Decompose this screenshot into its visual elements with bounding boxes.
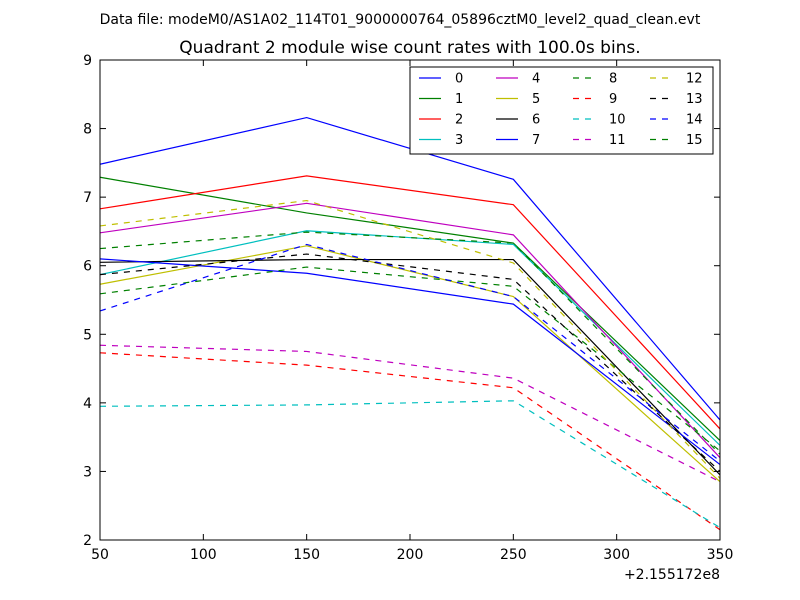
y-tick-label-8: 8 bbox=[83, 122, 92, 138]
y-tick-label-7: 7 bbox=[83, 190, 92, 206]
series-line-12 bbox=[99, 199, 721, 479]
legend-label-0: 0 bbox=[455, 72, 463, 87]
series-line-3 bbox=[99, 230, 721, 446]
legend-label-4: 4 bbox=[532, 72, 540, 87]
y-tick-label-5: 5 bbox=[83, 327, 92, 343]
legend-label-3: 3 bbox=[455, 133, 463, 148]
series-line-5 bbox=[99, 245, 721, 483]
x-tick-label-250: 250 bbox=[500, 547, 527, 563]
x-axis-offset-label: +2.155172e8 bbox=[624, 567, 720, 583]
y-tick-label-9: 9 bbox=[83, 53, 92, 69]
y-tick-label-3: 3 bbox=[83, 464, 92, 480]
legend-label-13: 13 bbox=[686, 92, 703, 107]
legend-label-9: 9 bbox=[609, 92, 617, 107]
y-tick-label-2: 2 bbox=[83, 533, 92, 549]
chart-title: Quadrant 2 module wise count rates with … bbox=[179, 38, 640, 58]
series-line-11 bbox=[99, 344, 721, 483]
y-tick-label-4: 4 bbox=[83, 396, 92, 412]
legend-label-7: 7 bbox=[532, 133, 540, 148]
legend-label-6: 6 bbox=[532, 113, 540, 128]
legend-label-15: 15 bbox=[686, 133, 703, 148]
x-axis: 50 100 150 200 250 300 350 bbox=[91, 60, 733, 563]
legend-label-10: 10 bbox=[609, 113, 626, 128]
series-line-2 bbox=[99, 175, 721, 430]
series-line-6 bbox=[99, 258, 721, 476]
series-layer bbox=[99, 116, 721, 531]
x-tick-label-100: 100 bbox=[190, 547, 217, 563]
series-line-8 bbox=[99, 266, 721, 452]
x-tick-label-200: 200 bbox=[397, 547, 424, 563]
x-tick-label-50: 50 bbox=[91, 547, 109, 563]
legend-label-2: 2 bbox=[455, 113, 463, 128]
series-line-4 bbox=[99, 202, 721, 459]
x-tick-label-300: 300 bbox=[603, 547, 630, 563]
y-tick-label-6: 6 bbox=[83, 259, 92, 275]
series-line-14 bbox=[99, 243, 721, 462]
figure-suptitle: Data file: modeM0/AS1A02_114T01_90000007… bbox=[100, 12, 701, 28]
x-tick-label-350: 350 bbox=[707, 547, 734, 563]
y-axis: 2 3 4 5 6 7 8 9 bbox=[83, 53, 720, 549]
legend-label-5: 5 bbox=[532, 92, 540, 107]
series-line-1 bbox=[99, 176, 721, 442]
x-tick-label-150: 150 bbox=[293, 547, 320, 563]
legend-label-8: 8 bbox=[609, 72, 617, 87]
series-line-9 bbox=[99, 352, 721, 531]
legend-label-14: 14 bbox=[686, 113, 703, 128]
series-line-13 bbox=[99, 253, 721, 472]
legend-label-11: 11 bbox=[609, 133, 626, 148]
series-line-7 bbox=[99, 258, 721, 466]
legend-label-1: 1 bbox=[455, 92, 463, 107]
legend-label-12: 12 bbox=[686, 72, 703, 87]
